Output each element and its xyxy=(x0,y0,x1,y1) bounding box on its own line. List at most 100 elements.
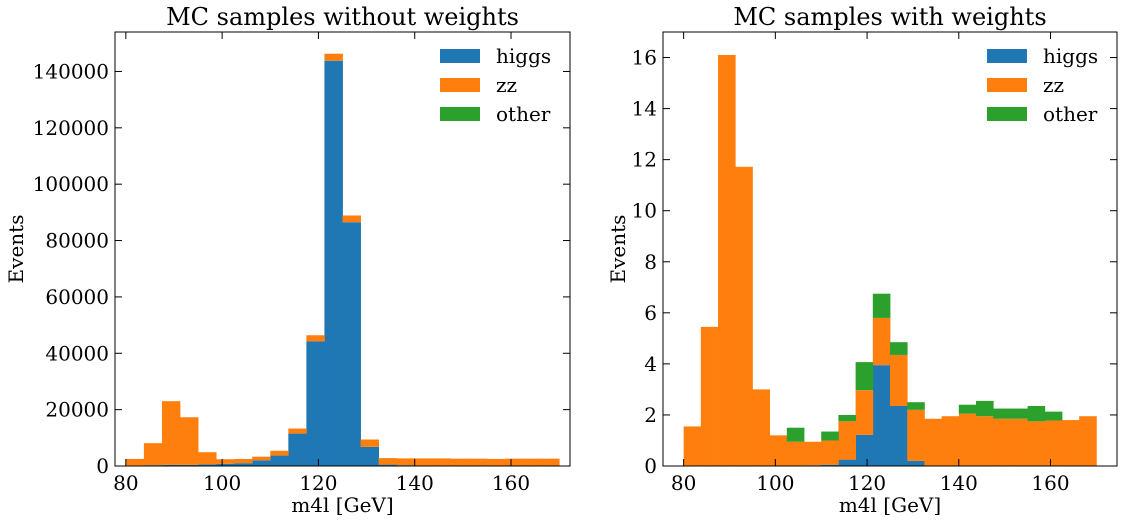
bar-zz-7 xyxy=(804,441,822,466)
y-tick-label: 10 xyxy=(632,199,657,223)
bar-higgs-14 xyxy=(378,464,398,466)
bar-zz-19 xyxy=(1010,418,1028,466)
legend-label-higgs: higgs xyxy=(496,44,551,68)
bar-other-11 xyxy=(872,293,891,318)
bar-other-8 xyxy=(821,431,839,441)
x-tick-label: 140 xyxy=(396,471,434,495)
y-tick-label: 14 xyxy=(632,97,657,121)
x-tick-label: 80 xyxy=(671,471,696,495)
bar-zz-4 xyxy=(198,452,217,465)
bar-zz-17 xyxy=(432,458,452,466)
bar-zz-8 xyxy=(270,450,289,456)
y-tick-label: 120000 xyxy=(33,116,109,140)
bar-higgs-12 xyxy=(890,406,908,466)
bar-other-19 xyxy=(1010,408,1028,419)
bar-higgs-10 xyxy=(855,434,874,466)
y-tick-label: 100000 xyxy=(33,172,109,196)
bar-higgs-8 xyxy=(270,455,289,466)
y-tick-label: 16 xyxy=(632,46,657,70)
chart-title: MC samples with weights xyxy=(733,3,1046,31)
chart-title: MC samples without weights xyxy=(166,3,519,31)
bar-other-13 xyxy=(907,402,925,410)
bar-zz-18 xyxy=(450,458,470,466)
bar-zz-0 xyxy=(125,458,145,466)
bar-zz-11 xyxy=(324,53,343,61)
bar-zz-15 xyxy=(941,416,960,466)
bar-other-20 xyxy=(1027,406,1046,422)
bar-zz-5 xyxy=(769,435,788,466)
bar-zz-1 xyxy=(143,443,163,466)
y-axis-label: Events xyxy=(606,215,630,284)
bar-other-17 xyxy=(975,400,994,417)
chart-panel-1: 80 100 120 140 160 0 20000 40000 60000 80000 10000… xyxy=(4,3,571,517)
series-higgs xyxy=(125,60,560,466)
series-other xyxy=(786,293,1063,442)
bar-zz-16 xyxy=(958,413,977,466)
y-tick-label: 60000 xyxy=(45,285,109,309)
bar-other-10 xyxy=(855,362,874,391)
y-tick-label: 12 xyxy=(632,148,657,172)
x-tick-label: 140 xyxy=(940,471,978,495)
bar-zz-7 xyxy=(252,456,271,461)
x-tick-label: 160 xyxy=(492,471,530,495)
bar-zz-22 xyxy=(523,458,542,466)
bar-zz-2 xyxy=(718,54,736,466)
x-axis-label: m4l [GeV] xyxy=(291,493,393,517)
bar-zz-2 xyxy=(161,401,181,465)
y-axis-label: Events xyxy=(4,215,28,284)
y-tick-label: 2 xyxy=(644,403,657,427)
bar-zz-12 xyxy=(890,354,908,407)
bar-zz-5 xyxy=(216,459,235,464)
bar-zz-6 xyxy=(786,441,805,466)
x-tick-label: 80 xyxy=(113,471,138,495)
series-higgs xyxy=(804,365,925,466)
bar-higgs-11 xyxy=(324,60,343,466)
legend-swatch-other xyxy=(440,107,480,121)
bar-higgs-2 xyxy=(161,464,181,466)
y-tick-label: 6 xyxy=(644,301,657,325)
bar-zz-0 xyxy=(683,426,702,466)
bar-higgs-12 xyxy=(342,222,361,466)
bar-zz-3 xyxy=(735,166,753,467)
x-axis-label: m4l [GeV] xyxy=(839,493,941,517)
y-tick-label: 40000 xyxy=(45,341,109,365)
plot-frame xyxy=(662,31,1118,467)
bar-zz-13 xyxy=(360,439,380,447)
x-tick-label: 120 xyxy=(299,471,337,495)
bar-zz-3 xyxy=(180,417,199,465)
bar-zz-21 xyxy=(1044,420,1063,466)
bar-zz-23 xyxy=(541,458,560,466)
legend-label-other: other xyxy=(496,102,551,126)
bar-higgs-13 xyxy=(360,446,380,466)
bar-zz-8 xyxy=(821,440,839,465)
series-zz xyxy=(125,53,560,466)
legend-label-zz: zz xyxy=(496,73,517,97)
y-tick-label: 8 xyxy=(644,250,657,274)
bar-zz-14 xyxy=(378,458,398,465)
bar-higgs-9 xyxy=(838,459,857,466)
bar-zz-9 xyxy=(288,428,307,434)
bar-zz-10 xyxy=(855,390,874,435)
y-tick-label: 0 xyxy=(96,454,109,478)
legend: higgs zz other xyxy=(987,44,1098,126)
bar-zz-20 xyxy=(1027,421,1046,466)
bar-higgs-11 xyxy=(872,365,891,466)
bar-other-12 xyxy=(890,342,908,355)
bar-higgs-7 xyxy=(252,460,271,466)
x-tick-label: 100 xyxy=(756,471,794,495)
bar-other-9 xyxy=(838,414,857,422)
legend-label-other: other xyxy=(1043,102,1098,126)
bar-higgs-6 xyxy=(234,463,253,466)
bar-other-6 xyxy=(786,427,805,442)
bar-higgs-13 xyxy=(907,460,925,466)
legend-swatch-higgs xyxy=(440,49,480,63)
x-tick-label: 160 xyxy=(1031,471,1069,495)
bar-zz-16 xyxy=(414,458,434,466)
bar-zz-12 xyxy=(342,215,361,223)
legend-swatch-zz xyxy=(440,78,480,92)
bar-zz-18 xyxy=(993,418,1011,466)
bar-zz-1 xyxy=(700,326,719,466)
y-tick-label: 4 xyxy=(644,352,657,376)
bar-zz-17 xyxy=(975,416,994,466)
